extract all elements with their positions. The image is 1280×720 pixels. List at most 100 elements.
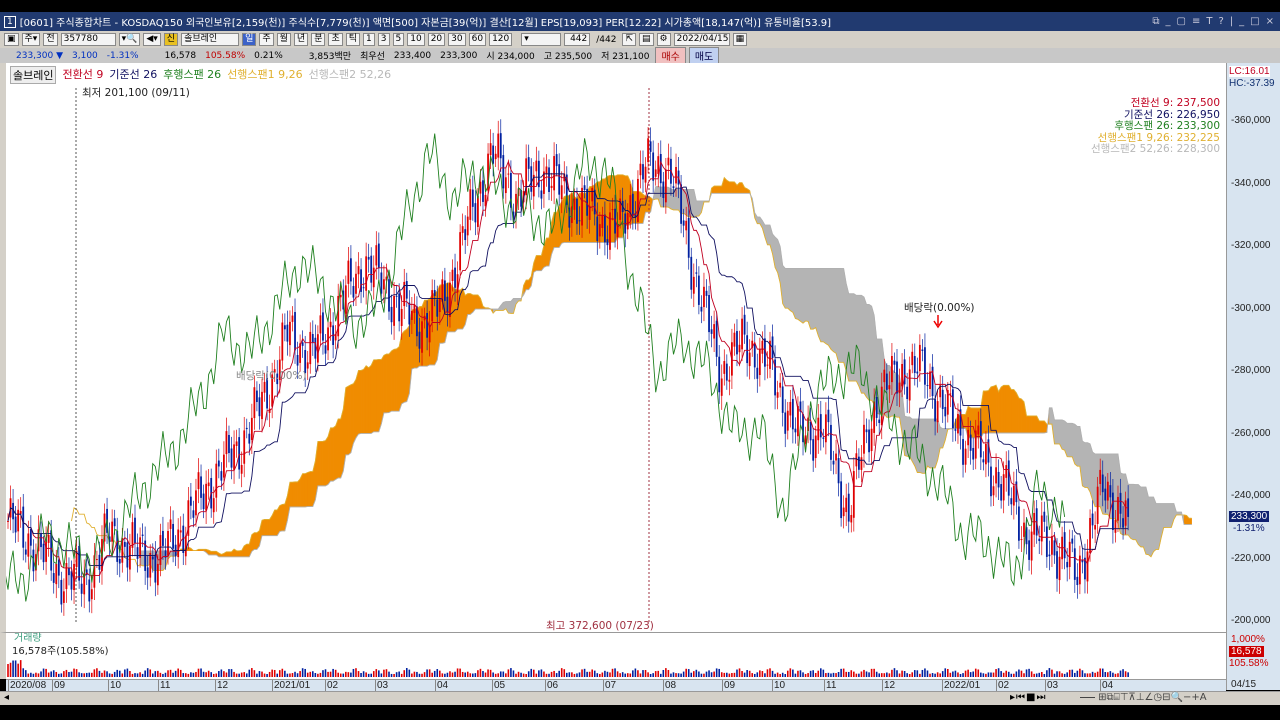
candle-body	[438, 299, 441, 313]
period-minute[interactable]: 분	[311, 33, 326, 46]
volume-bar	[736, 669, 738, 677]
volume-bar	[753, 673, 756, 677]
candle-body	[629, 195, 632, 218]
volume-bar	[459, 668, 461, 677]
interval-dropdown[interactable]: ▾	[521, 33, 562, 46]
volume-bar	[228, 669, 230, 677]
volume-bar	[144, 670, 146, 677]
cloud-segment	[718, 185, 722, 194]
volume-bar	[225, 672, 228, 677]
restore-icon[interactable]: ⧉	[1152, 16, 1160, 27]
candle-body	[746, 335, 749, 364]
cloud-segment	[818, 268, 822, 342]
cloud-segment	[861, 294, 865, 394]
period-month[interactable]: 월	[276, 33, 291, 46]
volume-bar	[560, 668, 563, 677]
sell-button[interactable]: 매도	[688, 47, 720, 64]
candle-body	[974, 430, 977, 459]
interval-5[interactable]: 5	[392, 33, 405, 46]
volume-bar	[799, 670, 802, 677]
volume-bar	[365, 672, 367, 677]
interval-1[interactable]: 1	[363, 33, 375, 46]
volume-panel[interactable]: 거래량 16,578주(105.58%)	[0, 632, 1226, 679]
volume-bar	[870, 668, 873, 677]
all-toggle[interactable]: 전	[43, 33, 58, 46]
panel-toggle-icon[interactable]: ▣	[4, 33, 19, 46]
volume-bar	[233, 671, 235, 677]
cloud-segment	[830, 268, 834, 353]
legend-lagging[interactable]: 후행스팬 26	[163, 68, 222, 81]
buy-button[interactable]: 매수	[655, 47, 686, 64]
count-input[interactable]: 442	[564, 33, 591, 46]
candle-body	[121, 537, 124, 563]
volume-bar	[24, 670, 27, 677]
cloud-segment	[294, 481, 298, 508]
legend-base[interactable]: 기준선 26	[109, 68, 158, 81]
minimize-icon[interactable]: _	[1165, 16, 1171, 27]
volume-bar	[195, 671, 197, 677]
maximize-icon[interactable]: □	[1250, 16, 1260, 27]
volume-bar	[936, 672, 939, 677]
font-icon[interactable]: T	[1206, 16, 1213, 27]
ichimoku-chart[interactable]: 최저 201,100 (09/11) 최고 372,600 (07/23) 배당락(…	[0, 63, 1226, 632]
zoom-icon[interactable]: ⇱	[622, 33, 637, 46]
gear-icon[interactable]: ⚙	[656, 33, 671, 46]
cloud-segment	[1183, 514, 1187, 525]
stock-code-input[interactable]: 357780	[60, 33, 116, 46]
help-icon[interactable]: ?	[1218, 16, 1224, 27]
playback-controls[interactable]: ▸⏮■⏭	[1010, 692, 1047, 703]
volume-bar	[1040, 671, 1043, 677]
price-axis[interactable]: LC:16.01 HC:-37.39 -200,000 -220,000 -240,…	[1226, 63, 1280, 690]
cloud-segment	[274, 509, 278, 536]
stock-name-field[interactable]: 솔브레인	[181, 33, 240, 46]
candle-body	[647, 138, 649, 163]
date-tag: 04/15	[1231, 679, 1257, 690]
period-week[interactable]: 주	[259, 33, 274, 46]
volume-bar	[131, 673, 134, 677]
interval-30[interactable]: 30	[448, 33, 466, 46]
date-input[interactable]: 2022/04/15	[673, 33, 730, 46]
volume-bar	[687, 669, 690, 677]
price-chart-panel[interactable]: 최저 201,100 (09/11) 최고 372,600 (07/23) 배당락(…	[0, 63, 1226, 632]
legend-span-a[interactable]: 선행스팬1 9,26	[227, 68, 303, 81]
volume-bar	[883, 673, 886, 677]
save-icon[interactable]: ▤	[639, 33, 654, 46]
chart-tools[interactable]: ⎯⎯⎯ ⊞⧉⌸⊤⊼⊥∠◷⊟🔍−+A	[1080, 692, 1207, 703]
close-icon[interactable]: ×	[1265, 16, 1274, 27]
minimize-window-icon[interactable]: _	[1239, 16, 1245, 27]
volume-bar	[106, 671, 108, 677]
period-tick[interactable]: 틱	[345, 33, 361, 46]
volume-bar	[649, 673, 652, 677]
scroll-left-icon[interactable]: ◂	[4, 692, 10, 703]
legend-stock[interactable]: 솔브레인	[10, 66, 57, 84]
x-tick-label: 12	[215, 680, 229, 691]
period-day[interactable]: 일	[242, 33, 257, 46]
candle-body	[116, 530, 119, 562]
period-year[interactable]: 년	[293, 33, 309, 46]
legend-span-b[interactable]: 선행스팬2 52,26	[308, 68, 392, 81]
interval-10[interactable]: 10	[407, 33, 425, 46]
interval-120[interactable]: 120	[489, 33, 513, 46]
candle-body	[19, 511, 22, 514]
calendar-icon[interactable]: ▦	[732, 33, 748, 46]
volume-bar	[256, 673, 258, 677]
speaker-icon[interactable]: ◀▾	[143, 33, 161, 46]
candle-body	[80, 583, 83, 594]
favorite-icon[interactable]: 신	[163, 33, 179, 46]
candle-body	[1114, 519, 1117, 533]
tile-icon[interactable]: ▢	[1176, 16, 1186, 27]
period-second[interactable]: 초	[328, 33, 343, 46]
volume-bar	[169, 669, 172, 677]
interval-60[interactable]: 60	[468, 33, 487, 46]
volume-bar	[901, 670, 903, 677]
search-icon[interactable]: ▾🔍	[118, 33, 141, 46]
candle-body	[581, 187, 583, 226]
candle-body	[454, 267, 456, 288]
scroll-bar[interactable]: ◂ ▸⏮■⏭ ⎯⎯⎯ ⊞⧉⌸⊤⊼⊥∠◷⊟🔍−+A	[0, 691, 1280, 705]
legend-conversion[interactable]: 전환선 9	[62, 68, 104, 81]
cloud-segment	[1026, 415, 1030, 434]
pin-icon[interactable]: ≡	[1191, 16, 1201, 27]
market-dropdown[interactable]: 주▾	[21, 33, 41, 46]
interval-20[interactable]: 20	[427, 33, 446, 46]
interval-3[interactable]: 3	[377, 33, 390, 46]
